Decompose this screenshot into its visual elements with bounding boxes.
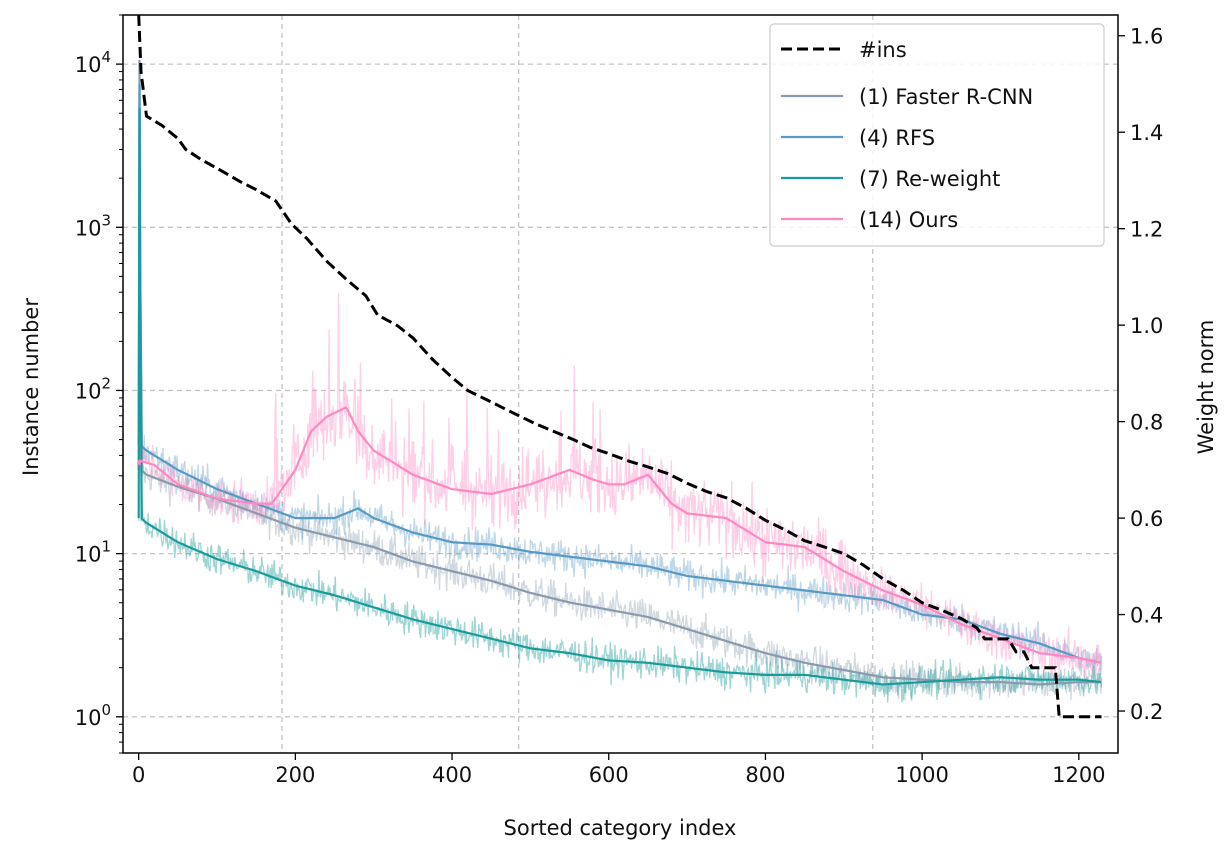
left-y-axis-title: Instance number xyxy=(19,298,43,476)
x-tick-label: 1200 xyxy=(1052,763,1105,787)
legend: #ins (1) Faster R-CNN (4) RFS (7) Re-wei… xyxy=(769,23,1105,247)
noise-line xyxy=(138,276,1103,701)
y-right-tick-label: 0.2 xyxy=(1130,700,1163,724)
plot-frame xyxy=(122,14,1119,754)
x-tick-label: 200 xyxy=(275,763,315,787)
y-left-tick-label: 101 xyxy=(75,538,111,567)
x-tick-label: 1000 xyxy=(895,763,948,787)
noise-line xyxy=(138,292,1103,681)
series-line xyxy=(137,15,1102,719)
x-tick-label: 0 xyxy=(132,763,145,787)
axes: 0 200 400 600 800 1000 1200 100 101 102 103 104 0.2 0… xyxy=(75,14,1163,787)
legend-label-faster-rcnn: (1) Faster R-CNN xyxy=(859,85,1033,109)
series-layer xyxy=(137,15,1102,719)
y-left-tick-label: 103 xyxy=(75,211,111,240)
y-right-tick-label: 1.2 xyxy=(1130,218,1163,242)
noise-line xyxy=(138,276,1103,703)
y-left-tick-label: 100 xyxy=(75,701,111,730)
grid xyxy=(123,15,1118,753)
y-right-tick-label: 1.0 xyxy=(1130,314,1163,338)
y-left-tick-label: 102 xyxy=(75,374,111,403)
legend-label-ins: #ins xyxy=(859,38,907,62)
raw-noise-layer xyxy=(138,276,1103,703)
legend-label-rfs: (4) RFS xyxy=(859,126,935,150)
x-tick-label: 600 xyxy=(589,763,629,787)
x-axis-title: Sorted category index xyxy=(504,816,737,840)
legend-label-ours: (14) Ours xyxy=(859,208,958,232)
y-left-tick-label: 104 xyxy=(75,48,111,77)
y-right-tick-label: 1.6 xyxy=(1130,25,1163,49)
series-line xyxy=(137,83,1102,664)
x-tick-label: 400 xyxy=(432,763,472,787)
series-line xyxy=(137,406,1102,664)
y-right-tick-label: 0.8 xyxy=(1130,411,1163,435)
x-tick-label: 800 xyxy=(745,763,785,787)
right-y-axis-title: Weight norm xyxy=(1194,320,1218,455)
y-right-tick-label: 0.4 xyxy=(1130,604,1163,628)
series-line xyxy=(137,108,1101,686)
y-right-tick-label: 0.6 xyxy=(1130,507,1163,531)
y-right-tick-label: 1.4 xyxy=(1130,121,1163,145)
legend-label-reweight: (7) Re-weight xyxy=(859,167,1000,191)
legend-box xyxy=(769,23,1105,247)
